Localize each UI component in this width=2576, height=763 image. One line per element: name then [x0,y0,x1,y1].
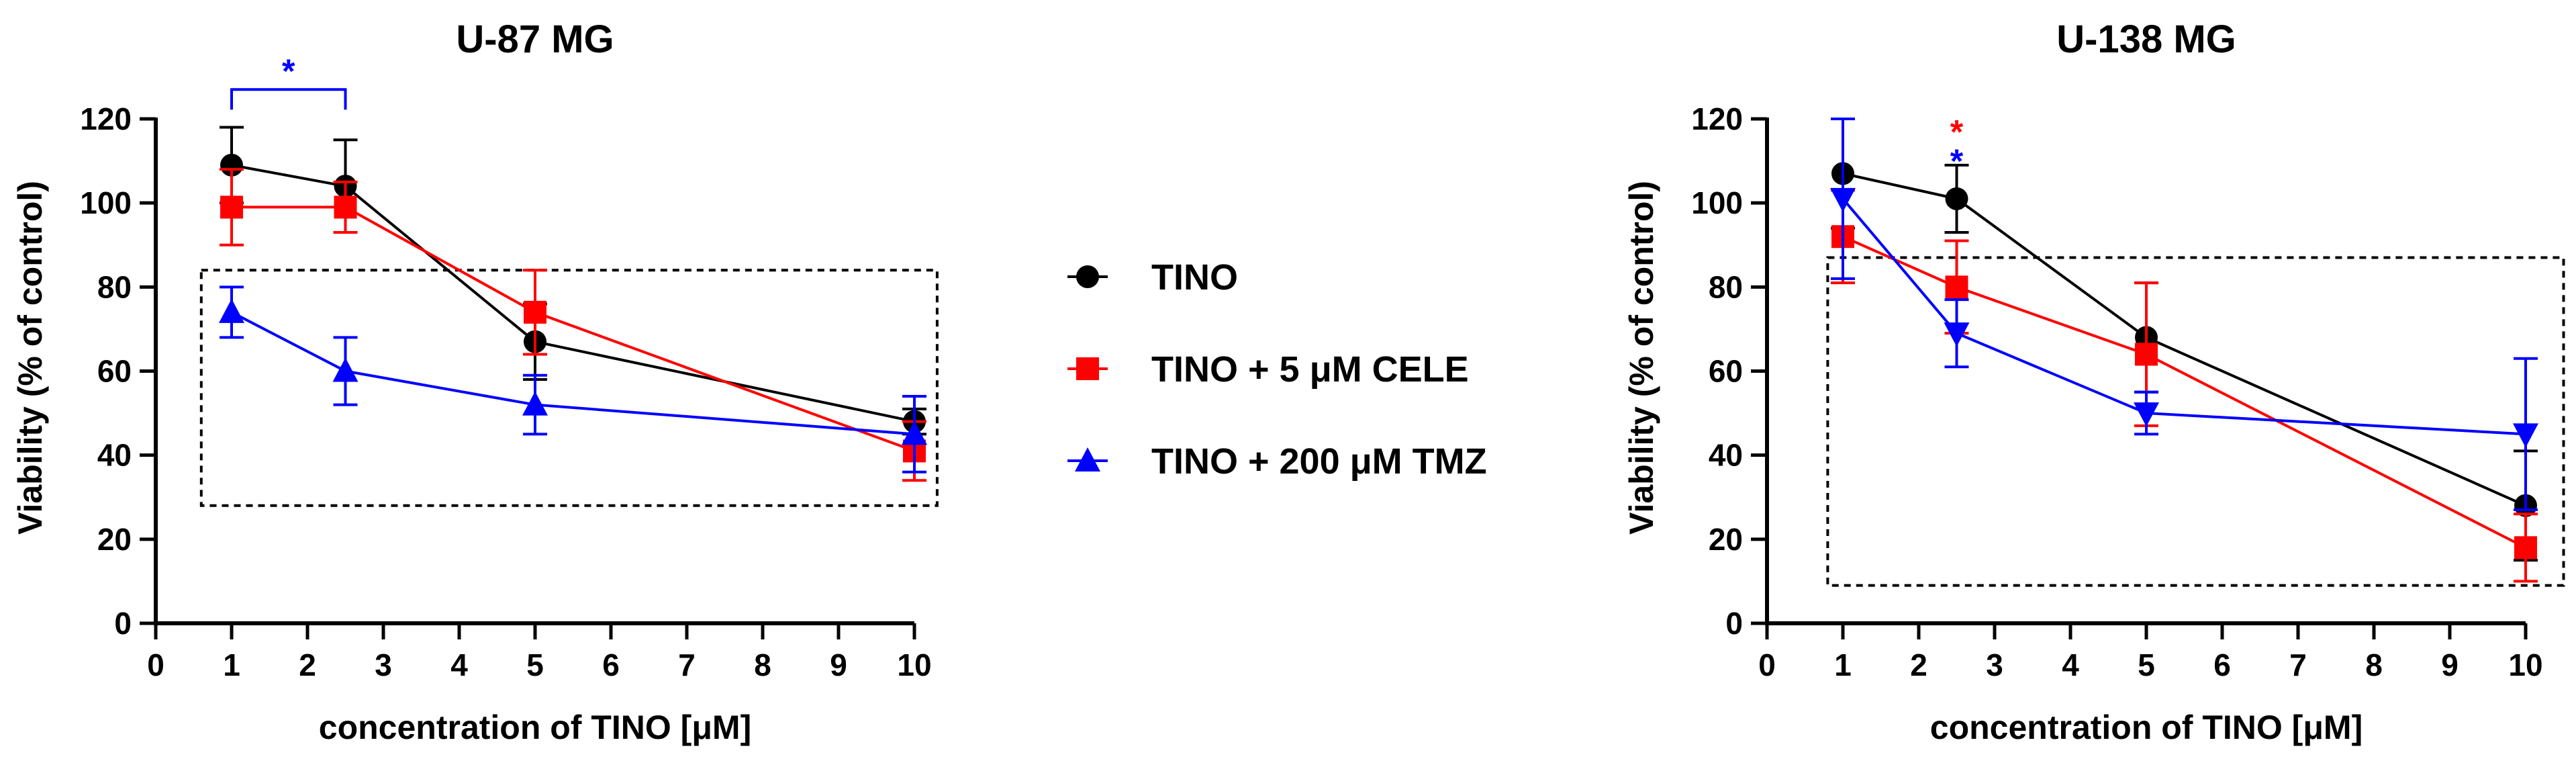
y-tick-label: 120 [80,101,132,136]
series-line-tino-200-m-tmz [1842,197,2526,436]
point-tino-5-m-cele [334,195,357,219]
point-tino-200-m-tmz [1830,187,1856,212]
point-tino-200-m-tmz [2134,402,2159,427]
series-tino-200-m-tmz [219,285,927,474]
y-tick-label: 60 [1709,354,1743,389]
x-tick-label: 4 [450,647,468,682]
x-tick-label: 6 [602,647,620,682]
point-tino-200-m-tmz [1944,322,1970,347]
x-tick-label: 8 [2365,647,2383,682]
point-tino-5-m-cele [524,300,546,324]
highlight-box [199,269,939,507]
series-tino-5-m-cele [1831,189,2538,583]
point-tino-5-m-cele [220,195,243,219]
x-tick-label: 2 [299,647,316,682]
series-tino [220,126,926,436]
chart-title: U-138 MG [2056,17,2236,61]
x-tick-label: 3 [375,647,392,682]
point-tino-200-m-tmz [522,391,548,416]
highlight-box [1826,256,2565,587]
y-tick-label: 40 [97,438,132,473]
legend-marker-tino-200-m-tmz [1075,447,1100,472]
point-tino-200-m-tmz [332,357,359,382]
y-tick-label: 120 [1691,101,1743,136]
point-tino-200-m-tmz [2513,423,2538,448]
x-axis-title: concentration of TINO [μM] [1930,709,2363,746]
legend-marker-tino [1076,265,1099,288]
point-tino-5-m-cele [1945,275,1968,299]
significance-star: * [282,52,295,90]
y-tick-label: 0 [114,606,132,641]
y-tick-label: 20 [97,522,132,557]
point-tino [220,153,243,177]
y-axis-title: Viability (% of control) [11,181,49,535]
x-tick-label: 9 [830,647,847,682]
x-tick-label: 2 [1910,647,1927,682]
x-tick-label: 5 [2138,647,2155,682]
x-tick-label: 3 [1986,647,2003,682]
chart-title: U-87 MG [456,17,614,61]
point-tino-5-m-cele [2135,343,2158,366]
significance-star: * [1950,142,1964,180]
x-tick-label: 0 [147,647,164,682]
y-tick-label: 100 [1691,185,1743,220]
y-tick-label: 60 [97,354,132,389]
x-tick-label: 7 [2289,647,2307,682]
x-tick-label: 5 [526,647,544,682]
series-tino [1831,118,2538,562]
series-tino-5-m-cele [220,168,926,482]
x-tick-label: 1 [223,647,240,682]
x-tick-label: 7 [678,647,696,682]
y-tick-label: 80 [97,269,132,304]
panel-u138: U-138 MG concentration of TINO [μM] Viab… [1623,17,2565,746]
series-line-tino-200-m-tmz [231,311,915,436]
x-tick-label: 1 [1834,647,1852,682]
point-tino-200-m-tmz [219,298,244,323]
y-axis-title: Viability (% of control) [1623,181,1660,535]
significance-star: * [1950,113,1964,150]
y-tick-label: 80 [1709,269,1743,304]
panel-u87: U-87 MG concentration of TINO [μM] Viabi… [11,17,939,746]
x-tick-label: 0 [1758,647,1776,682]
x-tick-label: 10 [897,647,931,682]
y-tick-label: 40 [1709,438,1743,473]
point-tino-200-m-tmz [902,420,927,445]
y-tick-label: 0 [1725,606,1743,641]
x-tick-label: 4 [2062,647,2079,682]
x-tick-label: 9 [2441,647,2459,682]
legend: TINO TINO + 5 μM CELE TINO + 200 μM TMZ [1067,257,1487,482]
series-tino-200-m-tmz [1830,118,2538,512]
legend-marker-tino-5-m-cele [1076,357,1099,380]
point-tino-5-m-cele [2514,536,2537,559]
x-tick-label: 10 [2508,647,2542,682]
significance-bracket [230,88,347,110]
legend-label-tino-tmz: TINO + 200 μM TMZ [1151,441,1487,482]
x-axis-title: concentration of TINO [μM] [319,709,751,746]
legend-label-tino: TINO [1151,257,1238,298]
y-tick-label: 20 [1709,522,1743,557]
legend-label-tino-cele: TINO + 5 μM CELE [1151,349,1469,390]
point-tino [1945,187,1968,210]
series-line-tino-5-m-cele [232,206,915,453]
x-tick-label: 6 [2213,647,2231,682]
y-tick-label: 100 [80,185,132,220]
series-line-tino [1842,172,2526,507]
x-tick-label: 8 [754,647,771,682]
series-line-tino-5-m-cele [1842,235,2526,549]
